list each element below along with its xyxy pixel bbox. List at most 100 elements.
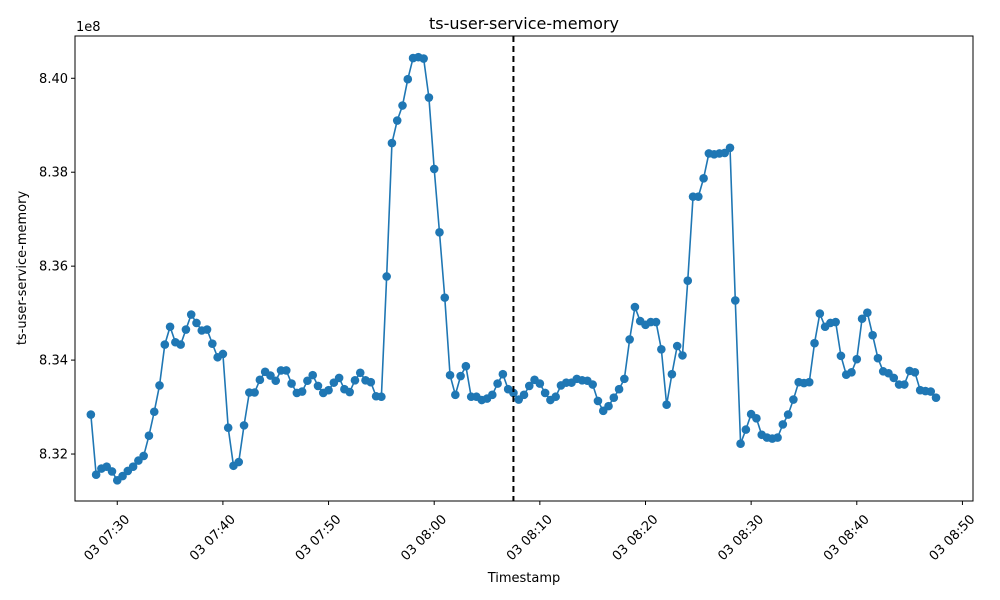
data-point <box>192 318 201 328</box>
data-point <box>910 368 920 377</box>
data-point <box>208 339 217 348</box>
data-point <box>678 351 687 360</box>
data-point <box>588 380 597 389</box>
y-tick-label: 8.34 <box>39 354 68 369</box>
data-point <box>815 309 825 318</box>
data-point <box>593 396 603 406</box>
data-point <box>620 374 629 384</box>
data-point <box>836 351 846 361</box>
data-point <box>524 381 534 391</box>
data-point <box>694 192 703 201</box>
data-point <box>139 451 148 461</box>
data-point <box>847 368 856 377</box>
data-point <box>160 340 170 349</box>
data-point <box>218 349 228 359</box>
data-point <box>551 392 560 402</box>
data-point <box>128 462 138 472</box>
data-point <box>863 308 872 317</box>
data-point <box>873 353 883 363</box>
data-point <box>350 375 360 385</box>
data-point <box>445 370 455 380</box>
data-point <box>789 395 798 404</box>
data-point <box>165 322 175 332</box>
data-point <box>144 431 154 441</box>
y-offset-label: 1e8 <box>76 20 101 35</box>
data-point <box>398 101 407 110</box>
data-point <box>440 293 450 302</box>
data-point <box>831 317 840 327</box>
data-point <box>303 376 312 386</box>
data-point <box>625 335 634 344</box>
data-point <box>176 340 185 349</box>
data-point <box>334 373 344 383</box>
data-point <box>509 388 518 398</box>
data-point <box>736 439 745 449</box>
data-point <box>255 375 265 385</box>
data-point <box>324 385 333 395</box>
data-point <box>118 471 127 481</box>
data-point <box>377 392 386 402</box>
data-point <box>725 143 735 153</box>
data-point <box>266 371 275 380</box>
data-point <box>493 379 502 388</box>
data-point <box>667 369 677 379</box>
data-point <box>281 366 291 375</box>
data-point <box>239 421 249 430</box>
y-tick-label: 8.38 <box>39 166 68 181</box>
data-point <box>931 393 941 402</box>
data-point <box>651 317 661 327</box>
data-point <box>297 387 307 396</box>
data-point <box>429 164 439 174</box>
data-point <box>519 390 529 400</box>
data-point <box>424 93 434 102</box>
data-point <box>535 379 545 388</box>
data-point <box>355 368 365 378</box>
data-point <box>683 276 693 286</box>
data-point <box>868 330 877 340</box>
data-point <box>461 361 471 371</box>
data-point <box>181 325 191 334</box>
data-point <box>149 407 159 417</box>
data-point <box>900 380 909 389</box>
data-point <box>926 387 936 396</box>
data-point <box>699 174 708 183</box>
data-point <box>392 116 402 125</box>
data-point <box>387 138 397 148</box>
data-point <box>366 377 376 387</box>
data-point <box>889 373 899 383</box>
data-point <box>662 400 671 410</box>
data-point <box>783 410 793 419</box>
data-point <box>287 379 296 388</box>
data-point <box>155 381 164 390</box>
data-point <box>604 401 613 411</box>
x-axis-label: Timestamp <box>487 571 561 586</box>
data-point <box>488 390 497 400</box>
data-point <box>91 470 101 480</box>
data-point <box>857 314 867 324</box>
data-point <box>657 344 666 354</box>
data-point <box>498 369 508 379</box>
y-axis-label: ts-user-service-memory <box>15 191 30 346</box>
data-point <box>271 376 281 386</box>
data-point <box>778 420 788 429</box>
data-point <box>773 433 782 442</box>
data-point <box>451 390 460 400</box>
data-point <box>609 393 619 402</box>
data-point <box>107 467 117 476</box>
plot-frame <box>74 35 974 502</box>
y-axis-ticks: 8.32 8.34 8.36 8.38 8.40 <box>39 72 75 463</box>
data-point <box>186 310 196 319</box>
data-point <box>435 228 444 237</box>
plot-area <box>75 36 973 501</box>
data-point <box>234 457 244 467</box>
y-tick-label: 8.32 <box>39 448 68 463</box>
chart-title: ts-user-service-memory <box>429 14 619 33</box>
data-point <box>540 388 550 398</box>
data-point <box>741 425 751 434</box>
y-tick-label: 8.36 <box>39 260 68 275</box>
y-tick-label: 8.40 <box>39 72 68 87</box>
data-point <box>614 384 624 394</box>
data-point <box>250 388 259 397</box>
data-point <box>804 377 814 387</box>
